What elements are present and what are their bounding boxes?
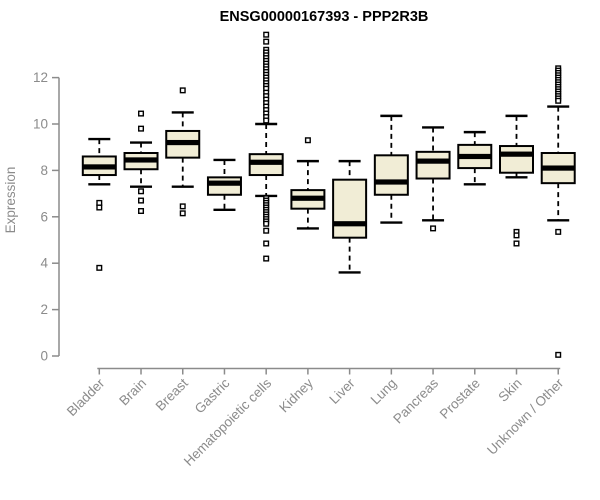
x-label-lung: Lung	[368, 376, 400, 408]
y-axis-label: Expression	[3, 167, 18, 234]
boxplot-pancreas	[415, 126, 451, 232]
median-line	[82, 164, 116, 170]
x-label-brain: Brain	[116, 376, 149, 409]
x-label-unknown-other: Unknown / Other	[484, 375, 567, 458]
outlier-point	[263, 220, 270, 227]
median-line	[416, 158, 450, 164]
x-label-breast: Breast	[153, 375, 191, 413]
outlier-point	[263, 255, 270, 262]
boxplot-brain	[123, 110, 159, 214]
median-line	[458, 153, 492, 160]
axes: 0 2 4 6 8 10 12	[33, 70, 561, 375]
y-tick-label: 8	[40, 163, 48, 178]
iqr-box	[415, 150, 451, 180]
y-tick-label: 4	[40, 256, 48, 271]
y-tick-label: 2	[40, 302, 48, 317]
boxplot-breast	[165, 87, 201, 217]
x-label-skin: Skin	[495, 376, 524, 405]
iqr-box	[499, 145, 534, 174]
outlier-point	[430, 225, 437, 232]
x-label-prostate: Prostate	[437, 376, 483, 422]
outlier-point	[179, 203, 186, 210]
outlier-point	[304, 137, 311, 144]
outlier-point	[138, 125, 145, 132]
iqr-box	[373, 154, 409, 196]
boxplot-unknown-other	[540, 65, 576, 358]
outlier-point	[263, 38, 270, 45]
outlier-point	[263, 227, 270, 234]
median-line	[541, 165, 575, 171]
outlier-point	[179, 210, 186, 217]
median-line	[500, 151, 533, 157]
box-series	[81, 31, 576, 358]
boxplot-skin	[499, 114, 534, 247]
median-line	[249, 159, 283, 165]
outlier-point	[555, 351, 562, 358]
median-line	[333, 221, 367, 227]
outlier-point	[263, 240, 270, 247]
boxplot-bladder	[81, 137, 117, 271]
boxplot-kidney	[290, 137, 326, 230]
outlier-point	[513, 232, 520, 239]
boxplot-lung	[373, 114, 409, 224]
outlier-point	[263, 117, 270, 124]
iqr-box	[206, 176, 242, 196]
outlier-point	[96, 199, 103, 206]
median-line	[291, 195, 325, 201]
outlier-point	[555, 228, 562, 235]
outlier-point	[513, 240, 520, 247]
boxplot-hematopoietic-cells	[248, 31, 284, 262]
x-label-gastric: Gastric	[192, 375, 233, 416]
x-label-liver: Liver	[326, 375, 358, 407]
y-tick-label: 6	[40, 209, 48, 224]
chart-title: ENSG00000167393 - PPP2R3B	[220, 9, 429, 25]
outlier-point	[138, 207, 145, 214]
x-label-pancreas: Pancreas	[390, 375, 441, 426]
x-label-kidney: Kidney	[276, 375, 316, 415]
median-line	[207, 180, 241, 186]
boxplot-gastric	[206, 158, 242, 212]
median-line	[374, 179, 408, 185]
median-line	[166, 139, 200, 146]
outlier-point	[555, 97, 562, 104]
outlier-point	[179, 87, 186, 94]
boxplot-prostate	[457, 130, 493, 186]
outlier-point	[263, 31, 270, 38]
outlier-point	[138, 188, 145, 195]
iqr-box	[332, 178, 368, 239]
outlier-point	[138, 110, 145, 117]
y-tick-label: 10	[33, 117, 48, 132]
y-tick-label: 12	[33, 70, 48, 85]
x-label-bladder: Bladder	[64, 375, 108, 419]
boxplot-liver	[332, 159, 368, 274]
outlier-point	[96, 264, 103, 271]
outlier-point	[96, 204, 103, 211]
median-line	[124, 157, 158, 163]
y-tick-label: 0	[40, 349, 48, 364]
outlier-point	[138, 197, 145, 204]
